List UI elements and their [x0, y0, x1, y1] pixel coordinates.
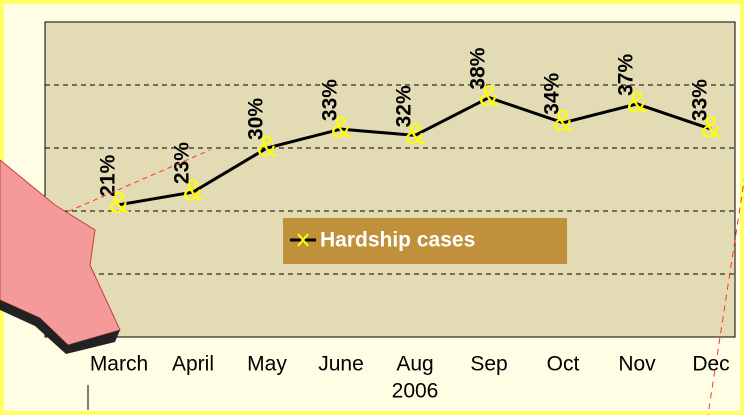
value-label: 37%	[615, 54, 638, 96]
x-tick-label: Dec	[692, 353, 729, 376]
x-tick-label: June	[318, 353, 364, 376]
value-label: 21%	[97, 154, 120, 196]
value-label: 33%	[689, 79, 712, 121]
value-label: 34%	[541, 72, 564, 114]
x-tick-label: Aug	[396, 353, 433, 376]
x-axis-title: 2006	[392, 380, 439, 403]
x-tick-label: Nov	[618, 353, 656, 376]
chart: &21%&23%&30%&33%&32%&38%&34%&37%&33% 200…	[0, 0, 744, 415]
value-label: 38%	[467, 47, 490, 89]
value-label: 30%	[245, 98, 268, 140]
x-tick-label: May	[247, 353, 287, 376]
legend-label: Hardship cases	[320, 229, 475, 252]
x-tick-label: March	[90, 353, 148, 376]
x-tick-label: April	[172, 353, 214, 376]
x-tick-label: Sep	[470, 353, 507, 376]
value-label: 32%	[393, 85, 416, 127]
value-label: 33%	[319, 79, 342, 121]
x-tick-label: Oct	[547, 353, 580, 376]
page: {"chart_data": {"type": "line", "x_label…	[0, 0, 744, 415]
value-label: 23%	[171, 142, 194, 184]
